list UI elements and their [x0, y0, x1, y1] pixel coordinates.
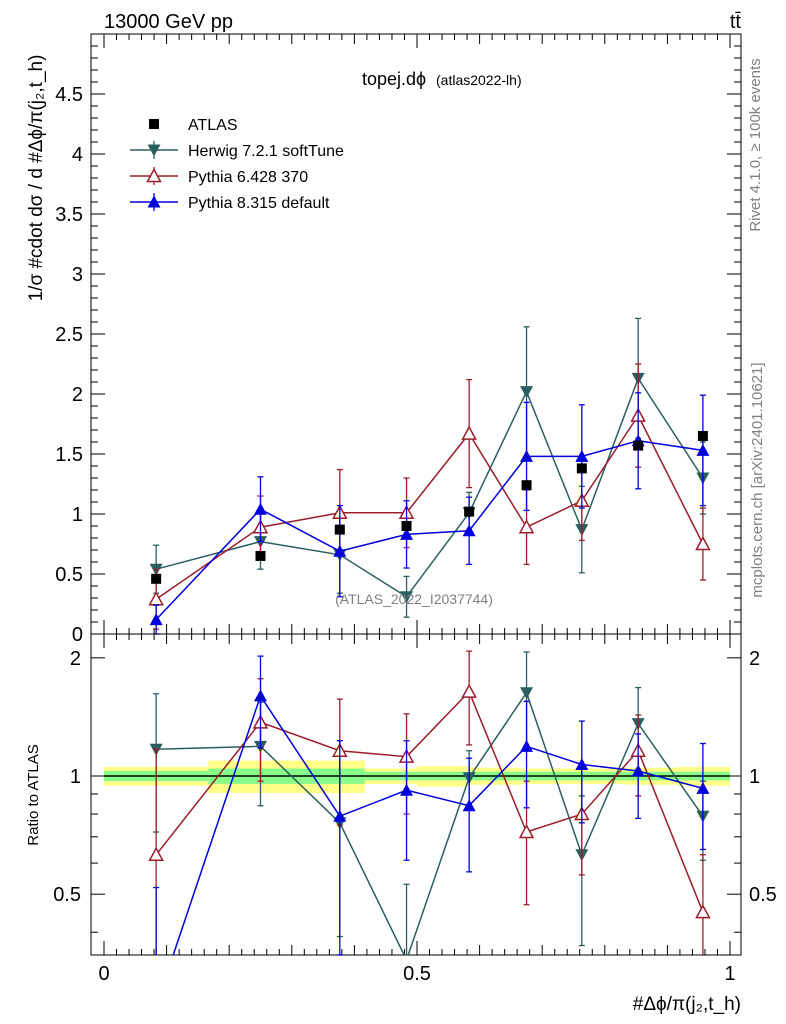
ratio-pythia-8-315-default-point — [696, 781, 710, 794]
ratio-y-tick-label: 0.5 — [53, 884, 81, 906]
ratio-y-axis-label: Ratio to ATLAS — [25, 744, 42, 845]
ratio-y-tick-label: 2 — [70, 648, 81, 670]
x-tick-label: 0 — [98, 963, 109, 985]
legend-atlas-label: ATLAS — [188, 117, 238, 134]
ratio-pythia-6-428-370-point — [518, 823, 535, 839]
main-y-tick-label: 0 — [72, 624, 83, 646]
main-y-tick-label: 4.5 — [55, 84, 83, 106]
legend-pythia-6-428-370-label: Pythia 6.428 370 — [188, 169, 308, 186]
mcplots-label: mcplots.cern.ch [arXiv:2401.10621] — [749, 362, 766, 597]
main-atlas-point — [401, 521, 412, 531]
main-y-tick-label: 4 — [72, 144, 83, 166]
ratio-pythia-8-315-default-point — [333, 809, 347, 822]
legend-pythia-8-315-default-label: Pythia 8.315 default — [188, 195, 330, 212]
ratio-pythia-8-315-default-point — [631, 764, 645, 777]
ratio-pythia-8-315-default-point — [400, 783, 414, 796]
main-pythia-6-428-370-line — [155, 414, 704, 600]
ratio-pythia-6-428-370-point — [148, 846, 164, 862]
ratio-y-tick-label-right: 2 — [749, 648, 760, 670]
main-atlas-point — [633, 440, 644, 451]
ratio-pythia-8-315-default-point — [462, 799, 476, 812]
main-y-tick-label: 1 — [72, 504, 83, 526]
main-pythia-8-315-default-point — [520, 449, 534, 462]
ratio-y-tick-label: 1 — [70, 766, 81, 788]
main-atlas-point — [521, 480, 532, 491]
main-pythia-8-315-default-point — [696, 443, 710, 456]
process-label: tt̄ — [730, 11, 742, 33]
ratio-pythia-8-315-default-point — [575, 757, 589, 770]
legend-herwig-7-2-1-softtune-marker — [147, 144, 161, 157]
main-atlas-point — [464, 506, 475, 517]
x-tick-label: 1 — [724, 963, 735, 985]
main-y-tick-label: 0.5 — [55, 564, 83, 586]
ratio-y-tick-label-right: 1 — [749, 766, 760, 788]
legend: ATLAS Herwig 7.2.1 softTune Pythia 6.428 3… — [130, 117, 344, 212]
ratio-pythia-6-428-370-line — [155, 690, 704, 913]
main-pythia-6-428-370-point — [695, 535, 711, 551]
legend-atlas-marker — [149, 119, 159, 129]
main-atlas-point — [334, 524, 345, 535]
ratio-pythia-8-315-default-point — [520, 739, 534, 752]
legend-pythia-6-428-370-marker — [146, 167, 162, 183]
main-y-tick-label: 1.5 — [55, 444, 83, 466]
x-axis-label: #Δϕ/π(j₂,t_h) — [633, 994, 741, 1015]
main-herwig-7-2-1-softtune-point — [520, 386, 534, 399]
ratio-pythia-6-428-370-point — [461, 683, 477, 698]
main-atlas-point — [151, 573, 162, 584]
main-pythia-6-428-370-point — [518, 519, 535, 534]
ratio-pythia-8-315-default-line — [172, 694, 704, 955]
ratio-pythia-6-428-370-point — [695, 904, 711, 919]
main-herwig-7-2-1-softtune-line — [155, 376, 704, 598]
ratio-frame — [90, 633, 742, 956]
x-tick-label: 0.5 — [403, 963, 431, 985]
main-series — [148, 317, 711, 635]
ratio-herwig-7-2-1-softtune-point — [520, 687, 534, 700]
main-pythia-8-315-default-point — [333, 544, 347, 557]
main-pythia-8-315-default-point — [149, 613, 163, 626]
legend-herwig-7-2-1-softtune-label: Herwig 7.2.1 softTune — [188, 143, 344, 160]
energy-label: 13000 GeV pp — [104, 11, 233, 33]
ratio-y-tick-label-right: 0.5 — [749, 884, 777, 906]
main-y-tick-label: 2.5 — [55, 324, 83, 346]
legend-pythia-8-315-default-marker — [147, 195, 161, 208]
main-atlas-point — [255, 551, 266, 561]
watermark: (ATLAS_2022_I2037744) — [335, 591, 493, 607]
ratio-plot: 0 0.5 1 0.5 0.5 1 1 2 2 — [53, 633, 777, 985]
main-pythia-6-428-370-point — [461, 425, 477, 440]
ratio-pythia-8-315-default-point — [254, 689, 267, 702]
main-pythia-6-428-370-point — [148, 591, 164, 606]
main-atlas-point — [576, 463, 587, 474]
ratio-series — [148, 650, 711, 956]
main-y-tick-label: 2 — [72, 384, 83, 406]
main-plot: 0 0.5 1 1.5 2 2.5 3 3.5 4 4.5 — [55, 33, 742, 646]
main-pythia-8-315-default-point — [575, 449, 589, 462]
plot-title: topej.dϕ — [362, 69, 426, 89]
main-herwig-7-2-1-softtune-point — [400, 591, 414, 604]
rivet-label: Rivet 4.1.0, ≥ 100k events — [747, 58, 764, 231]
main-y-tick-label: 3.5 — [55, 204, 83, 226]
main-y-tick-label: 3 — [72, 264, 83, 286]
main-pythia-8-315-default-point — [462, 524, 476, 537]
main-y-axis-label: 1/σ #cdot dσ / d #Δϕ/π(j₂,t_h) — [26, 55, 47, 302]
plot-subtitle: (atlas2022-lh) — [436, 72, 522, 88]
main-atlas-point — [697, 431, 708, 441]
main-pythia-8-315-default-point — [254, 502, 267, 515]
main-pythia-8-315-default-point — [400, 527, 414, 540]
